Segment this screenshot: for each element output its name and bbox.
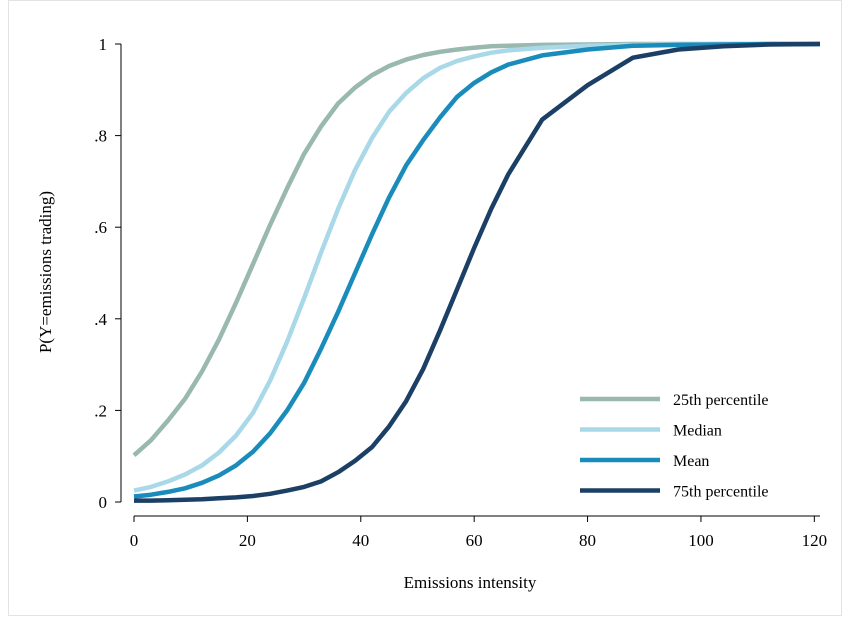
- series-line-2: [133, 41, 820, 499]
- y-tick-label: .2: [94, 401, 107, 420]
- x-tick-label: 60: [466, 531, 483, 550]
- series-layer: [132, 41, 821, 503]
- legend-label-2: Mean: [673, 453, 709, 470]
- axes-layer: 0 .2 .4 .6 .8 1 0 20 40 60 80 100 120: [94, 35, 827, 550]
- legend-label-3: 75th percentile: [673, 484, 769, 501]
- chart-frame: [8, 0, 842, 616]
- y-tick-label: 1: [99, 35, 108, 54]
- y-tick-label: .6: [94, 218, 107, 237]
- legend-label-1: Median: [673, 423, 722, 440]
- y-axis-title: P(Y=emissions trading): [36, 191, 55, 353]
- series-line-3: [134, 41, 821, 503]
- legend-label-0: 25th percentile: [673, 392, 769, 409]
- y-tick-label: 0: [99, 493, 108, 512]
- x-tick-label: 120: [802, 531, 828, 550]
- series-line-1: [133, 41, 820, 493]
- x-tick-label: 20: [239, 531, 256, 550]
- x-tick-label: 0: [130, 531, 139, 550]
- x-tick-label: 80: [579, 531, 596, 550]
- y-tick-label: .8: [94, 127, 107, 146]
- x-tick-label: 40: [352, 531, 369, 550]
- y-tick-label: .4: [94, 310, 107, 329]
- legend: 25th percentile Median Mean 75th percentile: [580, 392, 769, 501]
- x-axis-title: Emissions intensity: [404, 573, 537, 592]
- x-tick-label: 100: [688, 531, 714, 550]
